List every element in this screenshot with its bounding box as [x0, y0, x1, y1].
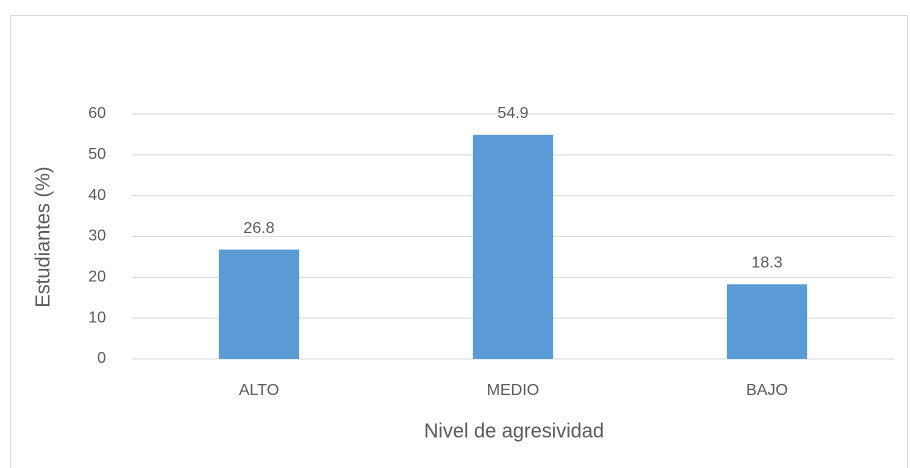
y-tick-label: 50 [88, 146, 106, 163]
x-tick-label: MEDIO [487, 382, 539, 399]
y-tick-label: 60 [88, 105, 106, 122]
data-label: 54.9 [497, 105, 528, 122]
bar [218, 249, 300, 359]
bar [726, 284, 808, 359]
data-label: 18.3 [751, 254, 782, 271]
x-tick-label: BAJO [746, 382, 788, 399]
y-tick-label: 20 [88, 269, 106, 286]
y-tick-label: 0 [97, 350, 106, 367]
chart-border [10, 15, 908, 468]
bar [472, 134, 554, 359]
data-label: 26.8 [243, 220, 274, 237]
y-tick-label: 40 [88, 187, 106, 204]
y-tick-label: 10 [88, 309, 106, 326]
y-tick-label: 30 [88, 228, 106, 245]
x-axis-title: Nivel de agresividad [424, 420, 604, 442]
x-tick-label: ALTO [239, 382, 279, 399]
y-axis-title: Estudiantes (%) [32, 166, 54, 307]
